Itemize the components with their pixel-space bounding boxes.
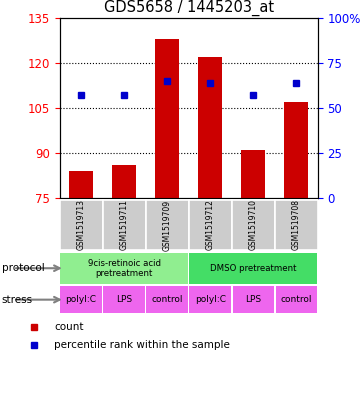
Bar [112, 165, 136, 198]
Bar [232, 286, 274, 313]
Bar [60, 286, 102, 313]
Bar [284, 102, 308, 198]
Bar [155, 39, 179, 198]
Title: GDS5658 / 1445203_at: GDS5658 / 1445203_at [104, 0, 274, 17]
Bar [190, 253, 317, 284]
Bar [147, 286, 188, 313]
Bar [232, 200, 275, 250]
Bar [60, 200, 103, 250]
Text: DMSO pretreatment: DMSO pretreatment [210, 264, 296, 273]
Bar [145, 200, 188, 250]
Text: LPS: LPS [245, 295, 261, 304]
Bar [104, 286, 145, 313]
Bar [241, 150, 265, 198]
Bar [198, 57, 222, 198]
Text: percentile rank within the sample: percentile rank within the sample [54, 340, 230, 350]
Text: LPS: LPS [116, 295, 132, 304]
Bar [69, 171, 93, 198]
Text: GSM1519709: GSM1519709 [162, 199, 171, 251]
Bar [275, 286, 317, 313]
Text: count: count [54, 322, 84, 332]
Bar [103, 200, 145, 250]
Text: protocol: protocol [2, 263, 44, 273]
Text: polyI:C: polyI:C [66, 295, 97, 304]
Bar [60, 253, 188, 284]
Text: GSM1519713: GSM1519713 [77, 200, 86, 250]
Text: GSM1519708: GSM1519708 [292, 200, 301, 250]
Bar [188, 200, 232, 250]
Text: GSM1519710: GSM1519710 [249, 200, 258, 250]
Bar [190, 286, 231, 313]
Bar [275, 200, 318, 250]
Text: polyI:C: polyI:C [195, 295, 226, 304]
Text: control: control [280, 295, 312, 304]
Text: 9cis-retinoic acid
pretreatment: 9cis-retinoic acid pretreatment [88, 259, 161, 278]
Text: GSM1519712: GSM1519712 [206, 200, 215, 250]
Text: stress: stress [2, 295, 33, 305]
Text: GSM1519711: GSM1519711 [119, 200, 129, 250]
Text: control: control [151, 295, 183, 304]
